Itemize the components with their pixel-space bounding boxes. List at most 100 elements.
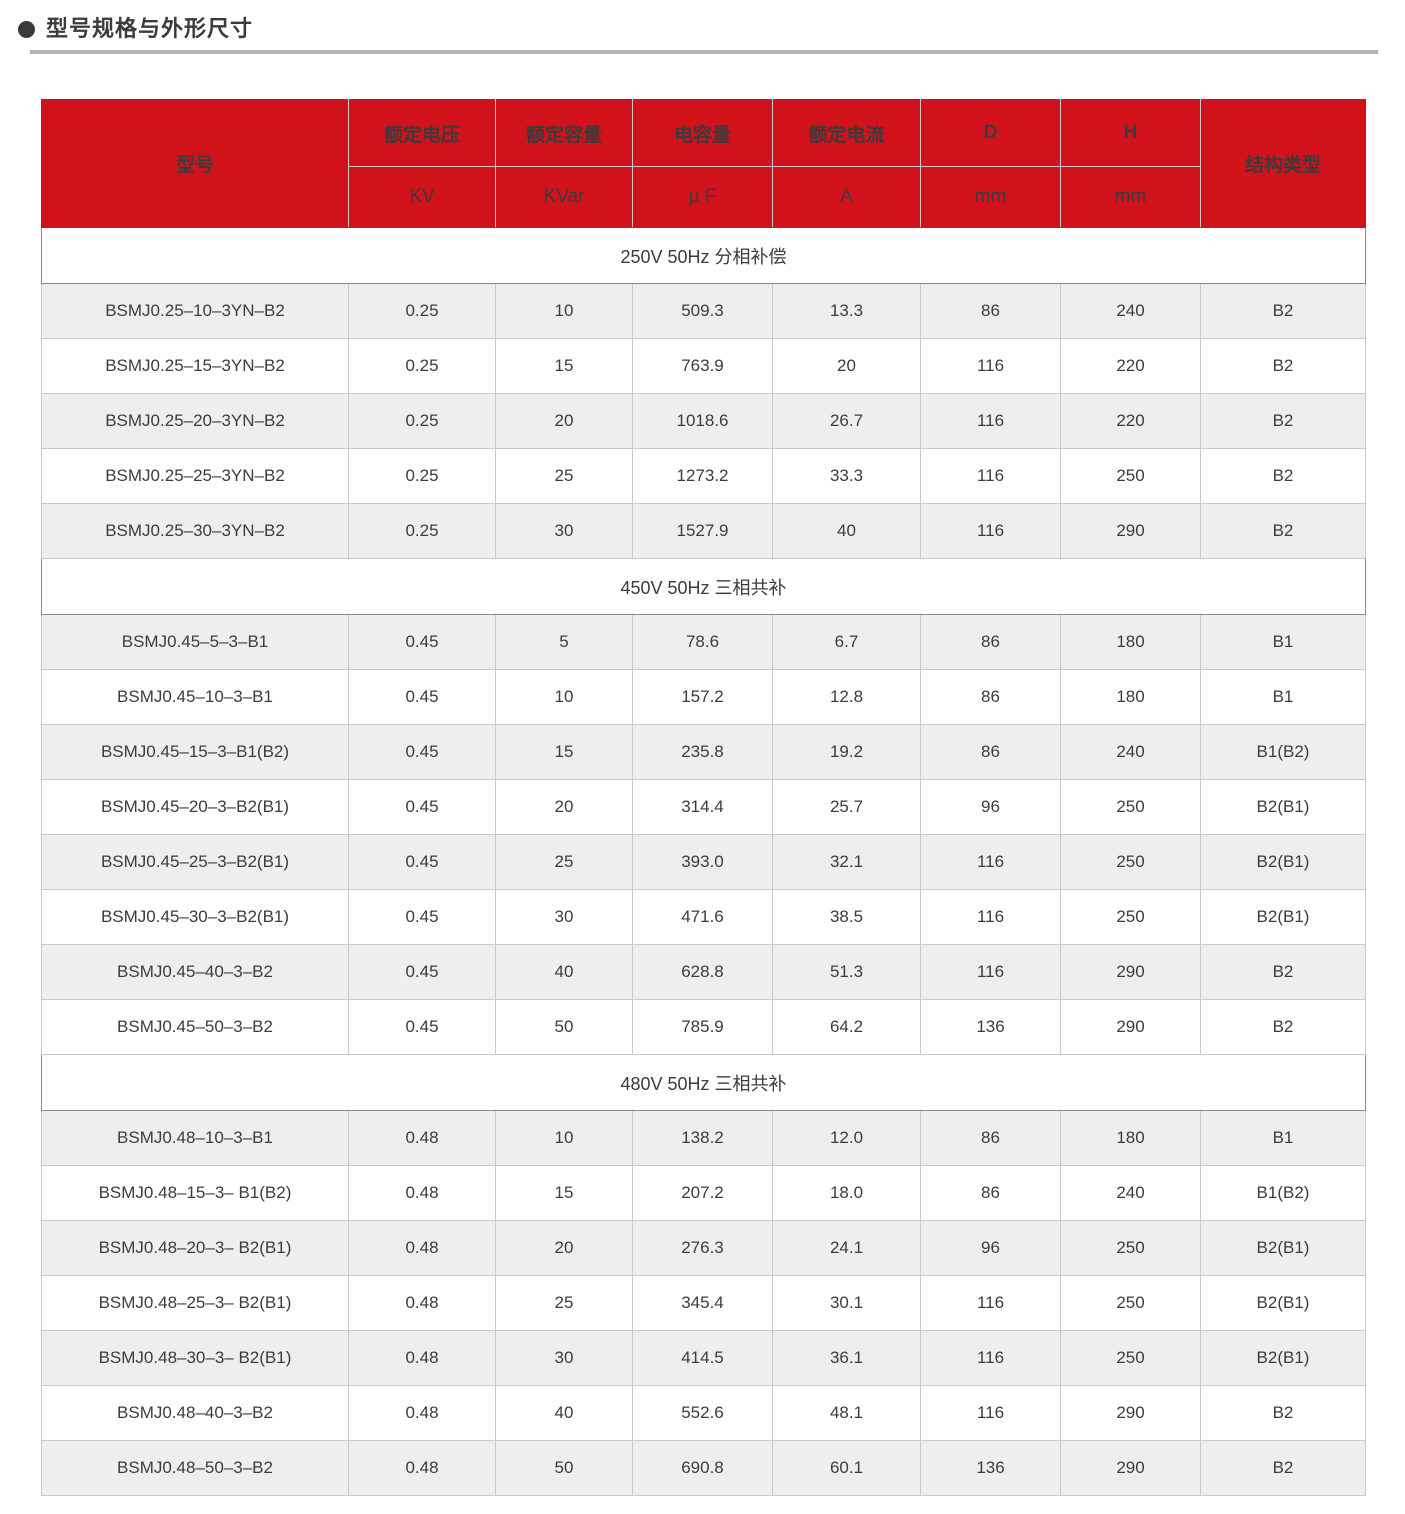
table-row: BSMJ0.25–10–3YN–B2 0.25 10 509.3 13.3 86 240 B2 [41,283,1366,339]
cell-kvar: 5 [495,614,633,670]
column-header-model: 型号 [41,99,349,228]
cell-kvar: 10 [495,283,633,339]
spec-table-container: 型号 额定电压 额定容量 电容量 额定电流 D H 结构类型 KV KVar μ… [41,99,1366,1496]
table-row: BSMJ0.48–50–3–B2 0.48 50 690.8 60.1 136 290 B2 [41,1440,1366,1496]
page-title: 型号规格与外形尺寸 [46,16,254,41]
cell-struct: B2(B1) [1200,1330,1366,1386]
cell-uf: 690.8 [632,1440,773,1496]
cell-uf: 414.5 [632,1330,773,1386]
cell-kvar: 50 [495,1440,633,1496]
specification-table: 型号 额定电压 额定容量 电容量 额定电流 D H 结构类型 KV KVar μ… [41,99,1366,1496]
cell-struct: B2 [1200,393,1366,449]
cell-a: 20 [772,338,921,394]
cell-d: 86 [920,724,1061,780]
cell-kv: 0.45 [348,999,496,1055]
cell-model: BSMJ0.48–15–3– B1(B2) [41,1165,349,1221]
cell-d: 116 [920,393,1061,449]
cell-h: 250 [1060,1330,1201,1386]
cell-struct: B2 [1200,1440,1366,1496]
section-header-row: 450V 50Hz 三相共补 [41,558,1366,615]
page-header: 型号规格与外形尺寸 [0,0,1405,40]
table-row: BSMJ0.45–10–3–B1 0.45 10 157.2 12.8 86 180 B1 [41,669,1366,725]
cell-a: 64.2 [772,999,921,1055]
cell-uf: 235.8 [632,724,773,780]
cell-kv: 0.45 [348,944,496,1000]
cell-d: 136 [920,1440,1061,1496]
cell-model: BSMJ0.48–40–3–B2 [41,1385,349,1441]
cell-kvar: 15 [495,1165,633,1221]
cell-a: 18.0 [772,1165,921,1221]
cell-model: BSMJ0.45–30–3–B2(B1) [41,889,349,945]
cell-a: 51.3 [772,944,921,1000]
cell-h: 290 [1060,1440,1201,1496]
cell-kvar: 25 [495,834,633,890]
cell-uf: 393.0 [632,834,773,890]
cell-kv: 0.45 [348,724,496,780]
table-row: BSMJ0.45–15–3–B1(B2) 0.45 15 235.8 19.2 86 240… [41,724,1366,780]
cell-model: BSMJ0.48–20–3– B2(B1) [41,1220,349,1276]
cell-uf: 157.2 [632,669,773,725]
column-header-rated-capacity: 额定容量 [495,99,633,167]
cell-d: 136 [920,999,1061,1055]
cell-h: 250 [1060,779,1201,835]
cell-kvar: 10 [495,1110,633,1166]
cell-kv: 0.48 [348,1165,496,1221]
cell-d: 86 [920,283,1061,339]
cell-uf: 509.3 [632,283,773,339]
table-row: BSMJ0.25–15–3YN–B2 0.25 15 763.9 20 116 220 B2 [41,338,1366,394]
cell-a: 24.1 [772,1220,921,1276]
cell-kvar: 15 [495,724,633,780]
cell-h: 250 [1060,889,1201,945]
cell-kv: 0.45 [348,779,496,835]
cell-model: BSMJ0.45–5–3–B1 [41,614,349,670]
cell-h: 240 [1060,283,1201,339]
cell-model: BSMJ0.48–30–3– B2(B1) [41,1330,349,1386]
table-row: BSMJ0.25–30–3YN–B2 0.25 30 1527.9 40 116 290 B2 [41,503,1366,559]
column-header-rated-voltage: 额定电压 [348,99,496,167]
cell-model: BSMJ0.48–10–3–B1 [41,1110,349,1166]
table-row: BSMJ0.45–25–3–B2(B1) 0.45 25 393.0 32.1 116 25… [41,834,1366,890]
cell-struct: B2 [1200,283,1366,339]
cell-uf: 1273.2 [632,448,773,504]
cell-struct: B1 [1200,1110,1366,1166]
cell-d: 86 [920,1110,1061,1166]
table-head: 型号 额定电压 额定容量 电容量 额定电流 D H 结构类型 KV KVar μ… [41,99,1366,228]
cell-struct: B2 [1200,503,1366,559]
cell-kvar: 40 [495,1385,633,1441]
cell-a: 12.8 [772,669,921,725]
cell-h: 180 [1060,1110,1201,1166]
cell-kvar: 30 [495,889,633,945]
cell-uf: 552.6 [632,1385,773,1441]
cell-kv: 0.45 [348,614,496,670]
cell-a: 26.7 [772,393,921,449]
cell-a: 19.2 [772,724,921,780]
cell-struct: B2(B1) [1200,834,1366,890]
cell-struct: B1(B2) [1200,1165,1366,1221]
cell-a: 36.1 [772,1330,921,1386]
cell-kv: 0.25 [348,503,496,559]
cell-uf: 138.2 [632,1110,773,1166]
cell-uf: 314.4 [632,779,773,835]
cell-kv: 0.25 [348,448,496,504]
column-unit-kv: KV [348,166,496,228]
cell-d: 116 [920,889,1061,945]
cell-struct: B2 [1200,999,1366,1055]
cell-struct: B2(B1) [1200,1220,1366,1276]
cell-struct: B2(B1) [1200,779,1366,835]
cell-uf: 207.2 [632,1165,773,1221]
cell-uf: 1527.9 [632,503,773,559]
column-unit-a: A [772,166,921,228]
cell-model: BSMJ0.45–40–3–B2 [41,944,349,1000]
cell-d: 116 [920,834,1061,890]
cell-a: 40 [772,503,921,559]
column-header-h: H [1060,99,1201,167]
cell-d: 116 [920,1330,1061,1386]
cell-d: 86 [920,1165,1061,1221]
cell-kvar: 25 [495,1275,633,1331]
cell-uf: 628.8 [632,944,773,1000]
table-row: BSMJ0.48–15–3– B1(B2) 0.48 15 207.2 18.0 86 24… [41,1165,1366,1221]
cell-a: 6.7 [772,614,921,670]
cell-struct: B2 [1200,338,1366,394]
section-title: 480V 50Hz 三相共补 [41,1054,1366,1111]
cell-kv: 0.48 [348,1385,496,1441]
